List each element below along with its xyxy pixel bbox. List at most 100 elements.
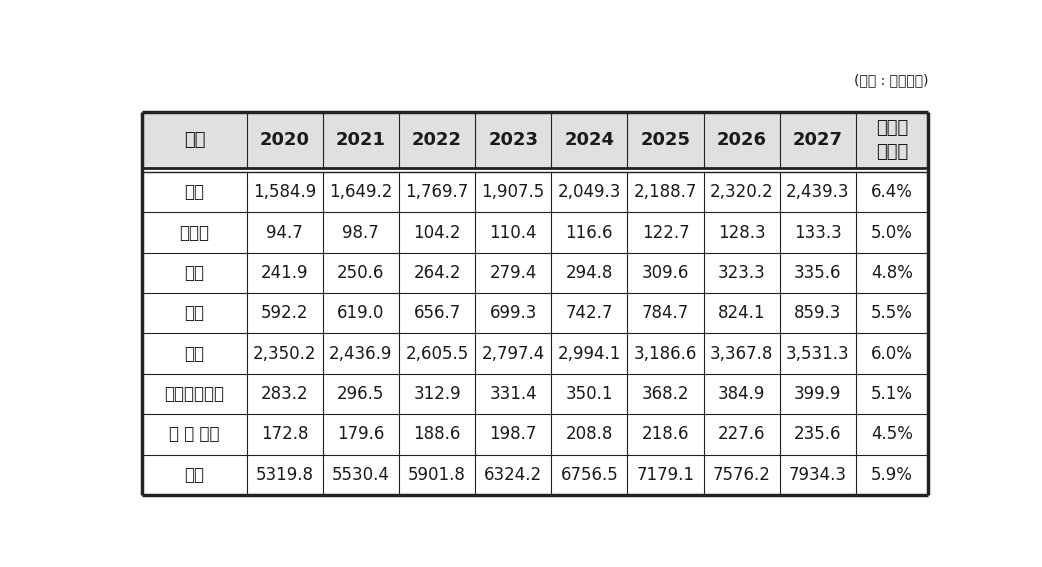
Text: 235.6: 235.6 — [794, 425, 842, 443]
Bar — [323, 253, 399, 293]
Text: 241.9: 241.9 — [260, 264, 308, 282]
Text: 2,320.2: 2,320.2 — [710, 183, 773, 201]
Text: 캐나다: 캐나다 — [179, 223, 209, 242]
Bar — [627, 293, 703, 333]
Bar — [143, 333, 247, 374]
Text: 198.7: 198.7 — [490, 425, 537, 443]
Bar — [703, 212, 779, 253]
Bar — [399, 293, 475, 333]
Text: 아시아태평양: 아시아태평양 — [165, 385, 224, 403]
Bar — [779, 374, 855, 414]
Text: 4.5%: 4.5% — [871, 425, 913, 443]
Text: 264.2: 264.2 — [414, 264, 461, 282]
Bar — [475, 374, 551, 414]
Bar — [855, 212, 928, 253]
Text: 656.7: 656.7 — [414, 304, 461, 322]
Text: 323.3: 323.3 — [718, 264, 766, 282]
Text: 2,188.7: 2,188.7 — [634, 183, 697, 201]
Text: 유럽: 유럽 — [184, 345, 204, 363]
Text: 6.4%: 6.4% — [871, 183, 913, 201]
Text: 218.6: 218.6 — [642, 425, 689, 443]
Text: 122.7: 122.7 — [642, 223, 690, 242]
Bar — [703, 112, 779, 168]
Bar — [247, 212, 323, 253]
Text: 5.1%: 5.1% — [871, 385, 913, 403]
Bar — [779, 212, 855, 253]
Text: 3,531.3: 3,531.3 — [786, 345, 849, 363]
Text: 3,186.6: 3,186.6 — [634, 345, 697, 363]
Bar — [323, 212, 399, 253]
Bar — [627, 112, 703, 168]
Text: 227.6: 227.6 — [718, 425, 766, 443]
Text: 5901.8: 5901.8 — [408, 466, 466, 484]
Bar — [475, 253, 551, 293]
Bar — [323, 333, 399, 374]
Bar — [399, 455, 475, 495]
Bar — [475, 333, 551, 374]
Text: 279.4: 279.4 — [490, 264, 537, 282]
Bar — [779, 293, 855, 333]
Bar — [551, 172, 627, 212]
Text: 335.6: 335.6 — [794, 264, 842, 282]
Text: 2,797.4: 2,797.4 — [481, 345, 545, 363]
Bar — [143, 253, 247, 293]
Text: 1,907.5: 1,907.5 — [481, 183, 545, 201]
Text: 312.9: 312.9 — [414, 385, 461, 403]
Text: 98.7: 98.7 — [343, 223, 379, 242]
Text: 2025: 2025 — [641, 131, 691, 149]
Text: 296.5: 296.5 — [338, 385, 384, 403]
Text: 699.3: 699.3 — [490, 304, 537, 322]
Bar — [855, 455, 928, 495]
Bar — [399, 414, 475, 455]
Bar — [551, 374, 627, 414]
Text: 2022: 2022 — [412, 131, 462, 149]
Text: 384.9: 384.9 — [718, 385, 766, 403]
Text: 2027: 2027 — [793, 131, 843, 149]
Text: 399.9: 399.9 — [794, 385, 842, 403]
Bar — [323, 414, 399, 455]
Text: 188.6: 188.6 — [414, 425, 461, 443]
Text: 1,649.2: 1,649.2 — [329, 183, 393, 201]
Bar — [551, 253, 627, 293]
Bar — [779, 414, 855, 455]
Text: 784.7: 784.7 — [642, 304, 689, 322]
Text: 6756.5: 6756.5 — [561, 466, 618, 484]
Bar — [779, 333, 855, 374]
Bar — [551, 112, 627, 168]
Text: 6.0%: 6.0% — [871, 345, 913, 363]
Bar — [247, 374, 323, 414]
Text: 5530.4: 5530.4 — [332, 466, 390, 484]
Text: 179.6: 179.6 — [338, 425, 384, 443]
Text: 104.2: 104.2 — [414, 223, 461, 242]
Bar — [399, 112, 475, 168]
Bar — [627, 414, 703, 455]
Bar — [475, 212, 551, 253]
Text: 2,049.3: 2,049.3 — [557, 183, 621, 201]
Text: 116.6: 116.6 — [566, 223, 613, 242]
Bar — [323, 172, 399, 212]
Bar — [551, 414, 627, 455]
Text: 592.2: 592.2 — [260, 304, 308, 322]
Bar — [779, 172, 855, 212]
Bar — [475, 172, 551, 212]
Text: 5.0%: 5.0% — [871, 223, 913, 242]
Text: 110.4: 110.4 — [490, 223, 537, 242]
Bar — [703, 253, 779, 293]
Bar — [247, 333, 323, 374]
Bar — [475, 112, 551, 168]
Bar — [247, 293, 323, 333]
Bar — [855, 374, 928, 414]
Text: 1,769.7: 1,769.7 — [405, 183, 469, 201]
Text: 742.7: 742.7 — [566, 304, 613, 322]
Bar — [143, 172, 247, 212]
Bar — [247, 455, 323, 495]
Bar — [779, 455, 855, 495]
Text: 2,350.2: 2,350.2 — [253, 345, 317, 363]
Bar — [247, 112, 323, 168]
Bar — [323, 293, 399, 333]
Bar — [627, 374, 703, 414]
Text: 294.8: 294.8 — [566, 264, 613, 282]
Text: 6324.2: 6324.2 — [485, 466, 542, 484]
Text: 2023: 2023 — [489, 131, 538, 149]
Bar — [143, 112, 247, 168]
